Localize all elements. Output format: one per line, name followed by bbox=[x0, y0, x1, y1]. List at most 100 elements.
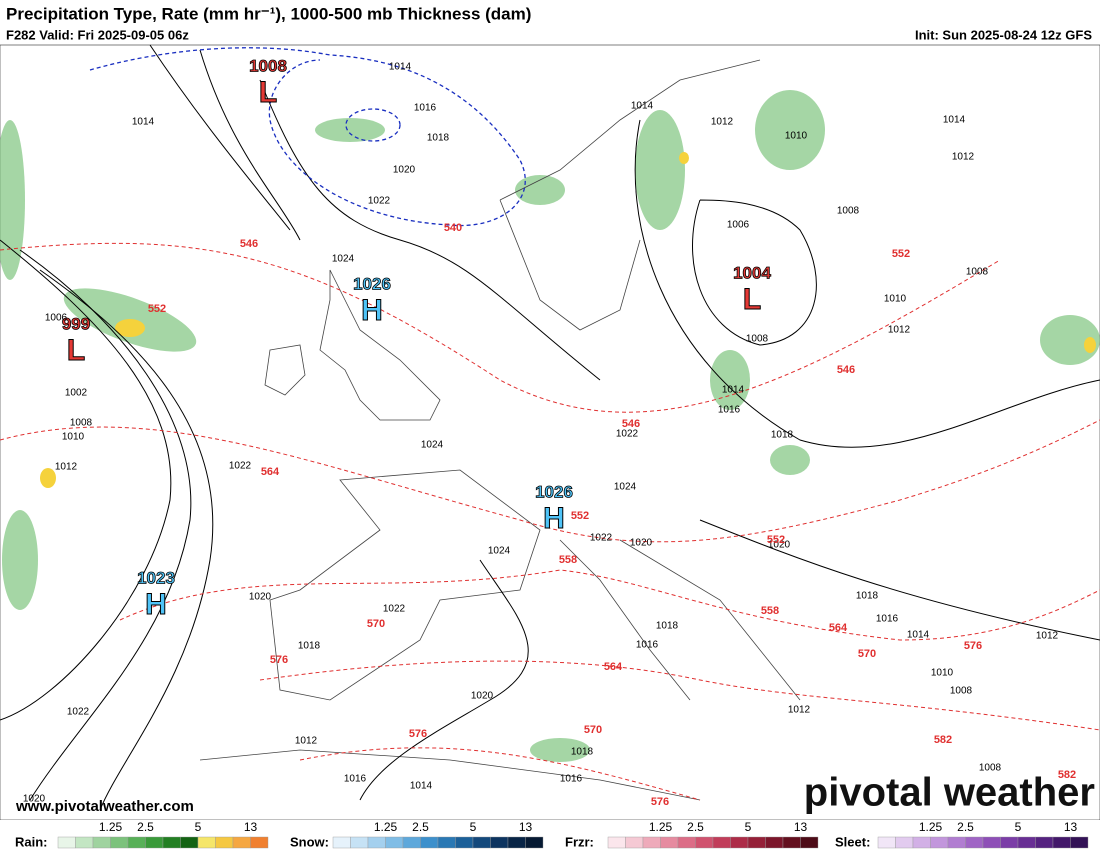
isobar-label: 1018 bbox=[571, 747, 594, 758]
legend-tick-label: 2.5 bbox=[137, 820, 154, 834]
isobar-label: 1022 bbox=[67, 707, 90, 718]
legend-swatch bbox=[145, 836, 164, 849]
isobar-label: 1016 bbox=[344, 774, 367, 785]
legend-swatch bbox=[490, 836, 509, 849]
legend-tick-label: 5 bbox=[745, 820, 752, 834]
isobar-label: 1012 bbox=[295, 736, 318, 747]
isobar-label: 1010 bbox=[62, 432, 85, 443]
isobar-label: 1012 bbox=[1036, 631, 1059, 642]
legend-swatch bbox=[712, 836, 731, 849]
legend-tick-label: 2.5 bbox=[687, 820, 704, 834]
legend-swatch bbox=[677, 836, 696, 849]
legend-swatch bbox=[420, 836, 439, 849]
legend-swatch bbox=[982, 836, 1001, 849]
center-letter: H bbox=[145, 588, 167, 621]
thickness-label: 576 bbox=[409, 728, 427, 740]
legend-name: Frzr: bbox=[565, 834, 594, 849]
legend-swatch bbox=[162, 836, 181, 849]
legend-swatch bbox=[250, 836, 269, 849]
thickness-label: 552 bbox=[892, 248, 910, 260]
isobar-label: 1012 bbox=[888, 325, 911, 336]
map bbox=[0, 44, 1100, 821]
thickness-label: 570 bbox=[584, 724, 602, 736]
thickness-label: 576 bbox=[651, 796, 669, 808]
legend-swatch bbox=[57, 836, 76, 849]
legend-swatch bbox=[625, 836, 644, 849]
legend-swatch bbox=[197, 836, 216, 849]
isobar-label: 1022 bbox=[616, 429, 639, 440]
center-pressure: 1004 bbox=[733, 263, 771, 282]
legend-swatch bbox=[607, 836, 626, 849]
thickness-label: 582 bbox=[934, 734, 952, 746]
center-letter: H bbox=[361, 294, 383, 327]
thickness-label: 546 bbox=[622, 418, 640, 430]
legend-swatch bbox=[350, 836, 369, 849]
thickness-label: 552 bbox=[571, 510, 589, 522]
legend-swatch bbox=[965, 836, 984, 849]
legend-swatch bbox=[215, 836, 234, 849]
thickness-label: 576 bbox=[270, 654, 288, 666]
thickness-label: 552 bbox=[767, 534, 785, 546]
legend-tick-label: 2.5 bbox=[957, 820, 974, 834]
isobar-label: 1024 bbox=[614, 482, 637, 493]
isobar-label: 1014 bbox=[132, 117, 155, 128]
legend-swatch bbox=[1070, 836, 1089, 849]
isobar-label: 1016 bbox=[560, 774, 583, 785]
isobar-label: 1008 bbox=[979, 763, 1002, 774]
isobar-label: 1016 bbox=[636, 640, 659, 651]
init-time: Init: Sun 2025-08-24 12z GFS bbox=[915, 27, 1092, 42]
title: Precipitation Type, Rate (mm hr⁻¹), 1000… bbox=[6, 4, 531, 23]
legend-name: Snow: bbox=[290, 834, 329, 849]
isobar-label: 1014 bbox=[907, 630, 930, 641]
legend-swatch bbox=[765, 836, 784, 849]
legend-swatch bbox=[437, 836, 456, 849]
isobar-label: 1018 bbox=[298, 641, 321, 652]
center-pressure: 1026 bbox=[353, 274, 391, 293]
legend-swatch bbox=[642, 836, 661, 849]
isobar-label: 1008 bbox=[70, 418, 93, 429]
isobar-label: 1022 bbox=[368, 196, 391, 207]
isobar-label: 1010 bbox=[884, 294, 907, 305]
legend-swatch bbox=[1035, 836, 1054, 849]
legend-tick-label: 1.25 bbox=[99, 820, 123, 834]
watermark: www.pivotalweather.com bbox=[15, 798, 194, 815]
isobar-label: 1024 bbox=[421, 440, 444, 451]
isobar-label: 1010 bbox=[785, 131, 808, 142]
isobar-label: 1016 bbox=[414, 103, 437, 114]
legend-swatch bbox=[895, 836, 914, 849]
isobar-label: 1016 bbox=[876, 614, 899, 625]
isobar-label: 1008 bbox=[950, 686, 973, 697]
legend-tick-label: 13 bbox=[1064, 820, 1078, 834]
center-letter: L bbox=[743, 283, 761, 316]
center-pressure: 1026 bbox=[535, 482, 573, 501]
legend-swatch bbox=[930, 836, 949, 849]
legend-swatch bbox=[232, 836, 251, 849]
legend-swatch bbox=[525, 836, 544, 849]
legend-swatch bbox=[947, 836, 966, 849]
isobar-label: 1020 bbox=[249, 592, 272, 603]
isobar-label: 1014 bbox=[943, 115, 966, 126]
isobar-label: 1020 bbox=[23, 794, 46, 805]
isobar-label: 1002 bbox=[65, 388, 88, 399]
legend-swatch bbox=[800, 836, 819, 849]
thickness-label: 570 bbox=[858, 648, 876, 660]
isobar-label: 1022 bbox=[590, 533, 613, 544]
legend-tick-label: 2.5 bbox=[412, 820, 429, 834]
isobar-label: 1020 bbox=[630, 538, 653, 549]
legend-swatch bbox=[472, 836, 491, 849]
legend-swatch bbox=[1000, 836, 1019, 849]
isobar-label: 1014 bbox=[631, 101, 654, 112]
isobar-label: 1020 bbox=[471, 691, 494, 702]
isobar-label: 1024 bbox=[488, 546, 511, 557]
thickness-label: 558 bbox=[559, 554, 577, 566]
legend-swatch bbox=[110, 836, 129, 849]
legend-tick-label: 5 bbox=[470, 820, 477, 834]
thickness-label: 564 bbox=[261, 466, 280, 478]
isobar-label: 1012 bbox=[952, 152, 975, 163]
center-pressure: 999 bbox=[62, 314, 90, 333]
legend-swatch bbox=[912, 836, 931, 849]
isobar-label: 1012 bbox=[55, 462, 78, 473]
isobar-label: 1008 bbox=[966, 267, 989, 278]
center-letter: L bbox=[67, 334, 85, 367]
thickness-label: 558 bbox=[761, 605, 779, 617]
